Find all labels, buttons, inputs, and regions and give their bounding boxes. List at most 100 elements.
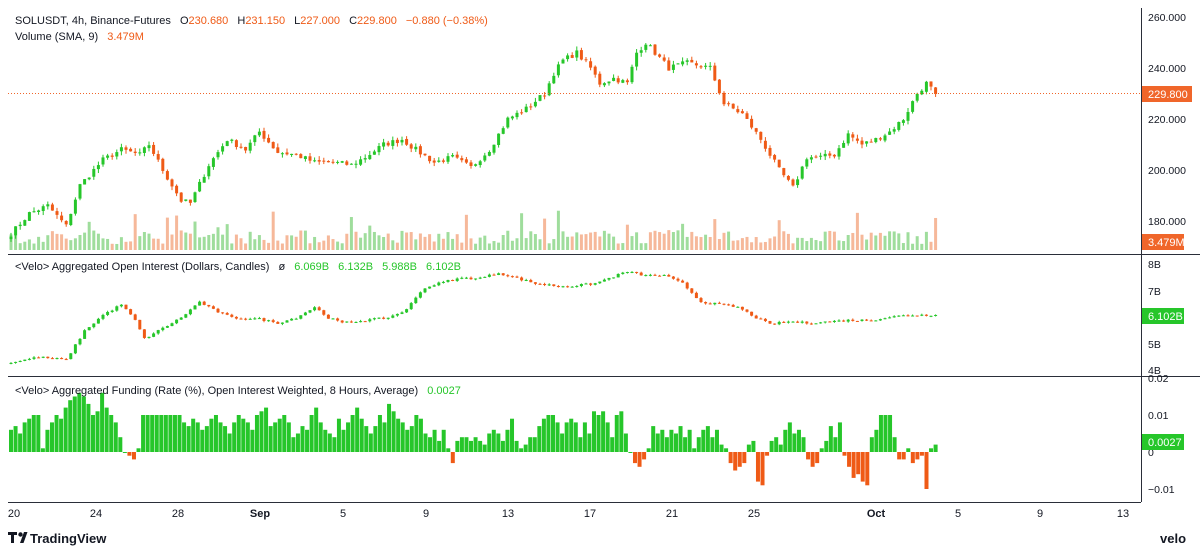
price-candle (294, 153, 298, 155)
price-candle (184, 199, 188, 201)
volume-bar (717, 239, 721, 250)
price-candle (175, 185, 179, 194)
volume-bar (257, 235, 261, 250)
volume-bar (883, 235, 887, 250)
volume-bar (386, 233, 390, 250)
funding-bar (724, 448, 729, 452)
oi-candle (414, 297, 418, 304)
price-candle (152, 144, 156, 154)
funding-bar (72, 396, 77, 452)
price-candle (368, 155, 372, 160)
oi-candle (543, 284, 547, 286)
funding-bar (901, 452, 906, 460)
volume-bar (32, 243, 36, 250)
volume-bar (280, 243, 284, 250)
price-candle (83, 179, 87, 185)
oi-candle (878, 319, 882, 321)
price-candle (745, 113, 749, 119)
price-candle (50, 204, 54, 211)
price-candle (510, 116, 514, 119)
funding-bar (906, 448, 911, 452)
price-candle (777, 159, 781, 168)
volume-bar (211, 233, 215, 250)
volume-bar (809, 237, 813, 250)
price-candle (855, 138, 859, 141)
funding-bar (18, 433, 23, 452)
oi-candle (667, 274, 671, 277)
oi-candle (313, 307, 317, 311)
price-candle (901, 120, 905, 123)
oi-candle (888, 317, 892, 319)
funding-bar (104, 407, 109, 452)
tradingview-logo[interactable]: TradingView (8, 531, 107, 546)
volume-bar (317, 242, 321, 250)
open-label: O (180, 15, 189, 27)
oi-candle (855, 320, 859, 322)
funding-bar (45, 429, 50, 452)
price-candle (874, 137, 878, 143)
funding-bar (660, 429, 665, 452)
price-candle (911, 101, 915, 112)
funding-bar (487, 433, 492, 452)
price-candle (800, 166, 804, 179)
funding-bar (68, 400, 73, 452)
velo-logo: velo (1160, 531, 1186, 546)
oi-current-tag (1142, 308, 1184, 324)
volume-bar (170, 234, 174, 250)
funding-bar (837, 422, 842, 452)
price-candle (9, 236, 13, 240)
oi-candle (906, 315, 910, 317)
funding-bar (159, 415, 164, 452)
volume-bar (221, 234, 225, 250)
funding-bar (77, 392, 82, 452)
funding-bar (537, 426, 542, 452)
funding-bar (888, 415, 893, 452)
volume-bar (538, 239, 542, 250)
funding-bar (555, 422, 560, 452)
funding-bar (664, 437, 669, 452)
funding-bar (346, 422, 351, 452)
oi-candle (46, 356, 50, 359)
funding-bar (86, 403, 91, 452)
volume-bar (593, 231, 597, 250)
funding-bar (100, 392, 105, 452)
oi-candle (589, 283, 593, 285)
price-candle (432, 160, 436, 163)
funding-bar (746, 444, 751, 452)
oi-candle (612, 277, 616, 279)
oi-candle (83, 330, 87, 339)
funding-bar (81, 396, 86, 452)
oi-candle (892, 316, 896, 318)
oi-candle (805, 321, 809, 324)
oi-candle (483, 276, 487, 278)
funding-bar (168, 415, 173, 452)
volume-bar (428, 234, 432, 250)
volume-bar (64, 238, 68, 250)
volume-bar (754, 237, 758, 250)
oi-candle (9, 362, 13, 364)
volume-bar (906, 232, 910, 250)
price-candle (575, 50, 579, 58)
oi-tick-7b: 7B (1148, 286, 1161, 298)
volume-bar (198, 237, 202, 250)
oi-candle (317, 307, 321, 311)
oi-candle (262, 318, 266, 321)
funding-bar (774, 437, 779, 452)
price-candle (377, 146, 381, 153)
volume-bar (676, 230, 680, 250)
volume-bar (556, 210, 560, 250)
funding-bar (182, 422, 187, 452)
oi-candle (23, 359, 27, 361)
oi-candle (101, 314, 105, 319)
price-candle (441, 160, 445, 162)
volume-bar (23, 241, 27, 250)
volume-bar (147, 233, 151, 250)
oi-candle (920, 314, 924, 316)
funding-bar (778, 444, 783, 452)
volume-bar (46, 235, 50, 250)
price-candle (46, 204, 50, 207)
funding-bar (883, 415, 888, 452)
x-tick-sep5: 5 (340, 508, 346, 520)
